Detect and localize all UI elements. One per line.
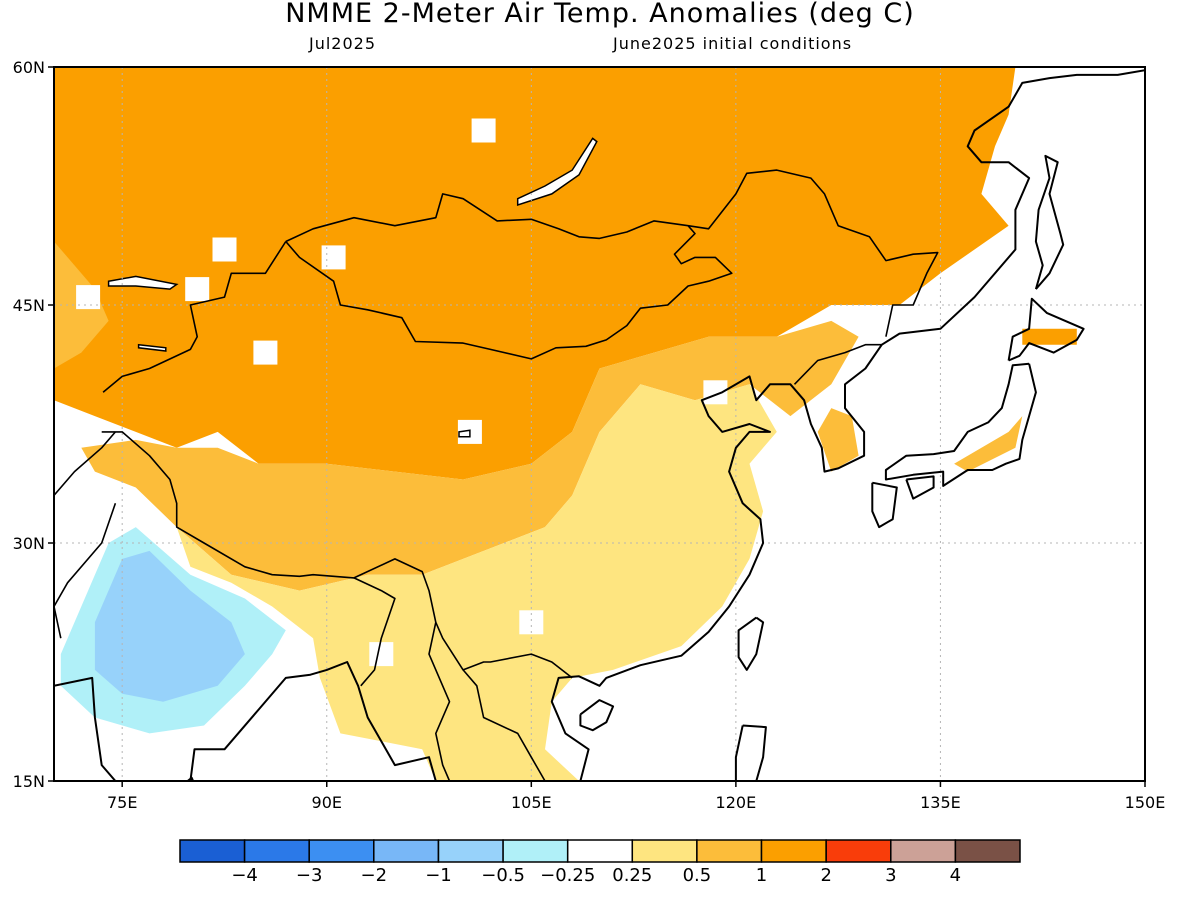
coastline-luzon — [734, 724, 767, 781]
coastline-kyushu — [871, 481, 898, 529]
axis-ticks: 75E 90E 105E 120E 135E 150E 60N 45N 30N 15N — [13, 58, 1166, 812]
colorbar-swatch — [825, 839, 892, 863]
colorbar-swatch — [373, 839, 440, 863]
border-kashmir-pakistan-border — [54, 431, 117, 496]
colorbar-label: −0.25 — [540, 865, 595, 886]
lake-baikal — [516, 137, 598, 207]
colorbar-swatch — [954, 839, 1021, 863]
masked-cell — [212, 237, 237, 262]
lat-tick-label: 45N — [13, 296, 45, 315]
colorbar-swatch — [179, 839, 246, 863]
masked-cell — [321, 245, 346, 270]
coastline-hainan — [579, 699, 615, 732]
colorbar-swatch — [437, 839, 504, 863]
coastline-sri-lanka — [186, 776, 195, 781]
initial-conditions-label: June2025 initial conditions — [613, 34, 853, 53]
colorbar-label: 1 — [756, 865, 767, 886]
colorbar-swatch — [502, 839, 569, 863]
border-kazakhstan-china-border — [102, 241, 287, 393]
border-myanmar-thailand-border — [428, 622, 451, 781]
lon-tick-label: 90E — [312, 793, 342, 812]
coastline-asia-mainland-coast — [54, 69, 1145, 781]
colorbar-label: 4 — [950, 865, 961, 886]
colorbar-label: −3 — [296, 865, 323, 886]
border-india-myanmar-border — [353, 577, 396, 687]
border-pakistan-india-border — [54, 503, 117, 639]
lakes — [107, 137, 598, 438]
lon-tick-label: 135E — [920, 793, 961, 812]
anomaly-region-korea-japan-warm — [817, 408, 859, 472]
lat-tick-label: 60N — [13, 58, 45, 77]
political-borders — [54, 169, 939, 781]
anomaly-region-hokkaido-warm — [1022, 328, 1077, 345]
lat-tick-label: 15N — [13, 772, 45, 791]
masked-cells — [76, 118, 728, 667]
masked-cell — [471, 118, 496, 143]
colorbar-label: 2 — [820, 865, 831, 886]
valid-month-label: Jul2025 — [309, 34, 377, 53]
masked-cell — [369, 642, 394, 667]
lon-tick-label: 120E — [716, 793, 757, 812]
plot-frame — [53, 66, 1146, 782]
colorbar-label: −1 — [425, 865, 452, 886]
border-russia-mongolia-border — [285, 169, 939, 337]
lon-tick-label: 75E — [107, 793, 137, 812]
colorbar-label: −4 — [231, 865, 258, 886]
coastlines — [54, 69, 1145, 781]
colorbar-swatch — [308, 839, 375, 863]
masked-cell — [185, 277, 210, 302]
coastline-hokkaido — [1007, 297, 1085, 362]
anomaly-region-india-cool — [94, 550, 245, 702]
border-indochina-borders — [462, 669, 546, 781]
lon-tick-label: 150E — [1125, 793, 1166, 812]
colorbar-swatch — [696, 839, 763, 863]
anomaly-region-east-china-mild — [176, 384, 777, 781]
map-title: NMME 2-Meter Air Temp. Anomalies (deg C) — [285, 0, 915, 29]
colorbar-label: 3 — [885, 865, 896, 886]
colorbar-label: 0.5 — [683, 865, 712, 886]
anomaly-region-honshu-warm — [954, 416, 1023, 472]
lat-tick-label: 30N — [13, 534, 45, 553]
gridlines — [54, 67, 1145, 781]
colorbar-swatch — [243, 839, 310, 863]
colorbar-swatch — [890, 839, 957, 863]
border-north-korea-china-border — [793, 343, 882, 385]
masked-cell — [253, 340, 278, 365]
plot-area — [54, 67, 1145, 781]
anomaly-region-tibet-plateau-warm — [81, 320, 859, 591]
qinghai-lake — [458, 429, 471, 438]
coastline-shikoku — [905, 475, 935, 500]
lake-balkhash — [107, 275, 179, 290]
colorbar-label: −2 — [361, 865, 388, 886]
colorbar-swatch — [760, 839, 827, 863]
colorbar: −4 −3 −2 −1 −0.5 −0.25 0.25 0.5 1 2 3 4 — [179, 839, 1021, 886]
coastline-taiwan — [737, 616, 765, 671]
colorbar-swatch — [631, 839, 698, 863]
coastline-sakhalin — [1034, 154, 1065, 290]
colorbar-swatch — [566, 839, 634, 863]
colorbar-label: 0.25 — [612, 865, 652, 886]
coastline-honshu — [884, 362, 1037, 487]
colorbar-label: −0.5 — [481, 865, 525, 886]
issyk-kul — [137, 343, 167, 352]
border-mongolia-china-border — [285, 225, 733, 360]
lon-tick-label: 105E — [511, 793, 552, 812]
